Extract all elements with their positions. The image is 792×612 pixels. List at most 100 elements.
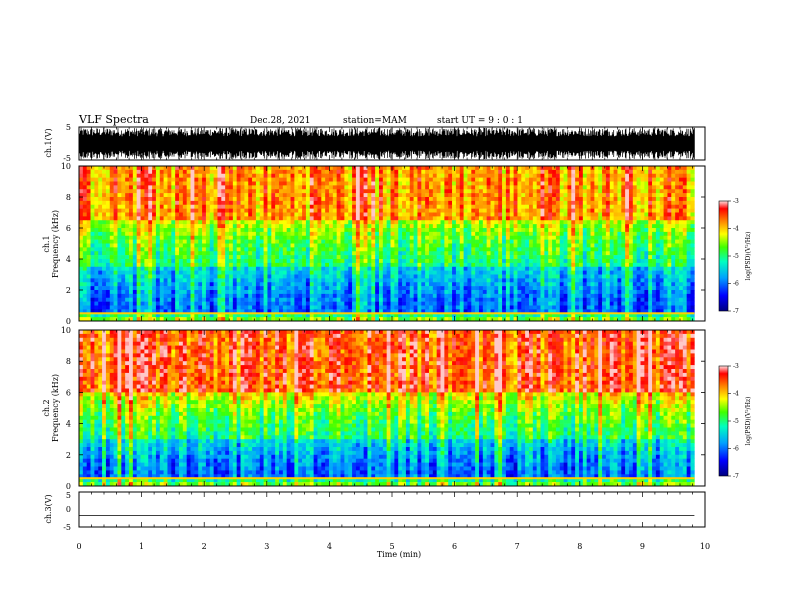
spectrogram-cell xyxy=(282,247,287,252)
spectrogram-cell xyxy=(313,262,318,268)
spectrogram-cell xyxy=(471,197,476,202)
spectrogram-cell xyxy=(513,204,518,209)
spectrogram-cell xyxy=(259,243,264,248)
spectrogram-cell xyxy=(605,251,611,256)
spectrogram-cell xyxy=(159,220,164,225)
spectrogram-cell xyxy=(236,255,241,260)
spectrogram-cell xyxy=(244,282,249,287)
spectrogram-cell xyxy=(578,212,584,217)
spectrogram-cell xyxy=(613,266,618,271)
spectrogram-cell xyxy=(332,200,337,206)
spectrogram-cell xyxy=(405,235,411,240)
spectrogram-cell xyxy=(394,282,399,287)
spectrogram-cell xyxy=(109,259,114,264)
spectrogram-cell xyxy=(671,270,676,275)
spectrogram-cell xyxy=(340,282,345,287)
spectrogram-cell xyxy=(648,177,653,182)
spectrogram-cell xyxy=(132,255,137,260)
spectrogram-cell xyxy=(413,204,418,209)
spectrogram-cell xyxy=(117,286,122,291)
spectrogram-cell xyxy=(478,224,484,229)
spectrogram-cell xyxy=(586,200,591,206)
spectrogram-cell xyxy=(217,216,222,221)
spectrogram-cell xyxy=(428,255,434,260)
spectrogram-cell xyxy=(313,251,318,256)
station-label: station=MAM xyxy=(343,116,407,126)
spectrogram-cell xyxy=(352,262,357,268)
spectrogram-cell xyxy=(502,216,507,221)
spectrogram-cell xyxy=(467,282,472,287)
spectrogram-cell xyxy=(190,181,195,186)
spectrogram-cell xyxy=(109,228,114,233)
spectrogram-cell xyxy=(467,251,472,256)
spectrogram-cell xyxy=(140,220,145,225)
spectrogram-cell xyxy=(655,224,661,229)
spectrogram-cell xyxy=(552,266,557,271)
spectrogram-cell xyxy=(271,200,276,206)
spectrogram-cell xyxy=(602,166,607,171)
spectrogram-cell xyxy=(636,262,641,268)
spectrogram-cell xyxy=(286,173,291,178)
spectrogram-cell xyxy=(517,185,522,190)
spectrogram-cell xyxy=(621,270,626,275)
spectrogram-cell xyxy=(302,224,307,229)
spectrogram-cell xyxy=(552,255,557,260)
spectrogram-cell xyxy=(302,197,307,202)
spectrogram-cell xyxy=(440,231,445,237)
spectrogram-cell xyxy=(132,169,137,175)
spectrogram-cell xyxy=(652,259,657,264)
spectrogram-cell xyxy=(421,193,426,198)
spectrogram-cell xyxy=(621,185,626,190)
spectrogram-cell xyxy=(121,251,126,256)
spectrogram-cell xyxy=(336,216,341,221)
spectrogram-cell xyxy=(563,173,568,178)
spectrogram-cell xyxy=(386,224,391,229)
spectrogram-cell xyxy=(390,200,395,206)
spectrogram-cell xyxy=(690,185,695,190)
spectrogram-cell xyxy=(552,247,557,252)
spectrogram-cell xyxy=(405,208,411,213)
spectrogram-cell xyxy=(140,208,145,213)
spectrogram-cell xyxy=(628,231,634,237)
spectrogram-cell xyxy=(605,224,611,229)
spectrogram-cell xyxy=(482,169,487,175)
spectrogram-cell xyxy=(90,239,95,244)
spectrogram-cell xyxy=(463,231,468,237)
spectrogram-cell xyxy=(513,208,518,213)
spectrogram-cell xyxy=(671,278,676,283)
spectrogram-cell xyxy=(286,282,291,287)
spectrogram-cell xyxy=(102,262,107,268)
spectrogram-cell xyxy=(82,177,87,182)
spectrogram-cell xyxy=(228,262,234,268)
spectrogram-cell xyxy=(590,216,595,221)
spectrogram-cell xyxy=(309,251,314,256)
spectrogram-cell xyxy=(159,282,164,287)
spectrogram-cell xyxy=(190,224,195,229)
spectrogram-cell xyxy=(667,228,672,233)
spectrogram-cell xyxy=(125,173,130,178)
spectrogram-cell xyxy=(302,208,307,213)
spectrogram-cell xyxy=(86,169,91,175)
spectrogram-cell xyxy=(559,228,564,233)
spectrogram-cell xyxy=(490,235,495,240)
spectrogram-cell xyxy=(286,212,291,217)
spectrogram-cell xyxy=(190,239,195,244)
spectrogram-cell xyxy=(228,185,234,190)
spectrogram-cell xyxy=(98,239,103,244)
spectrogram-cell xyxy=(532,255,537,260)
spectrogram-cell xyxy=(202,181,207,186)
spectrogram-cell xyxy=(105,177,111,182)
spectrogram-cell xyxy=(532,228,537,233)
spectrogram-cell xyxy=(325,282,330,287)
spectrogram-cell xyxy=(525,247,530,252)
spectrogram-cell xyxy=(594,266,599,271)
spectrogram-cell xyxy=(175,193,180,198)
spectrogram-cell xyxy=(605,262,611,268)
spectrogram-cell xyxy=(478,239,484,244)
spectrogram-cell xyxy=(509,278,514,283)
spectrogram-cell xyxy=(455,189,461,194)
spectrogram-cell xyxy=(252,247,257,252)
spectrogram-cell xyxy=(482,200,487,206)
spectrogram-cell xyxy=(132,259,137,264)
spectrogram-cell xyxy=(236,208,241,213)
